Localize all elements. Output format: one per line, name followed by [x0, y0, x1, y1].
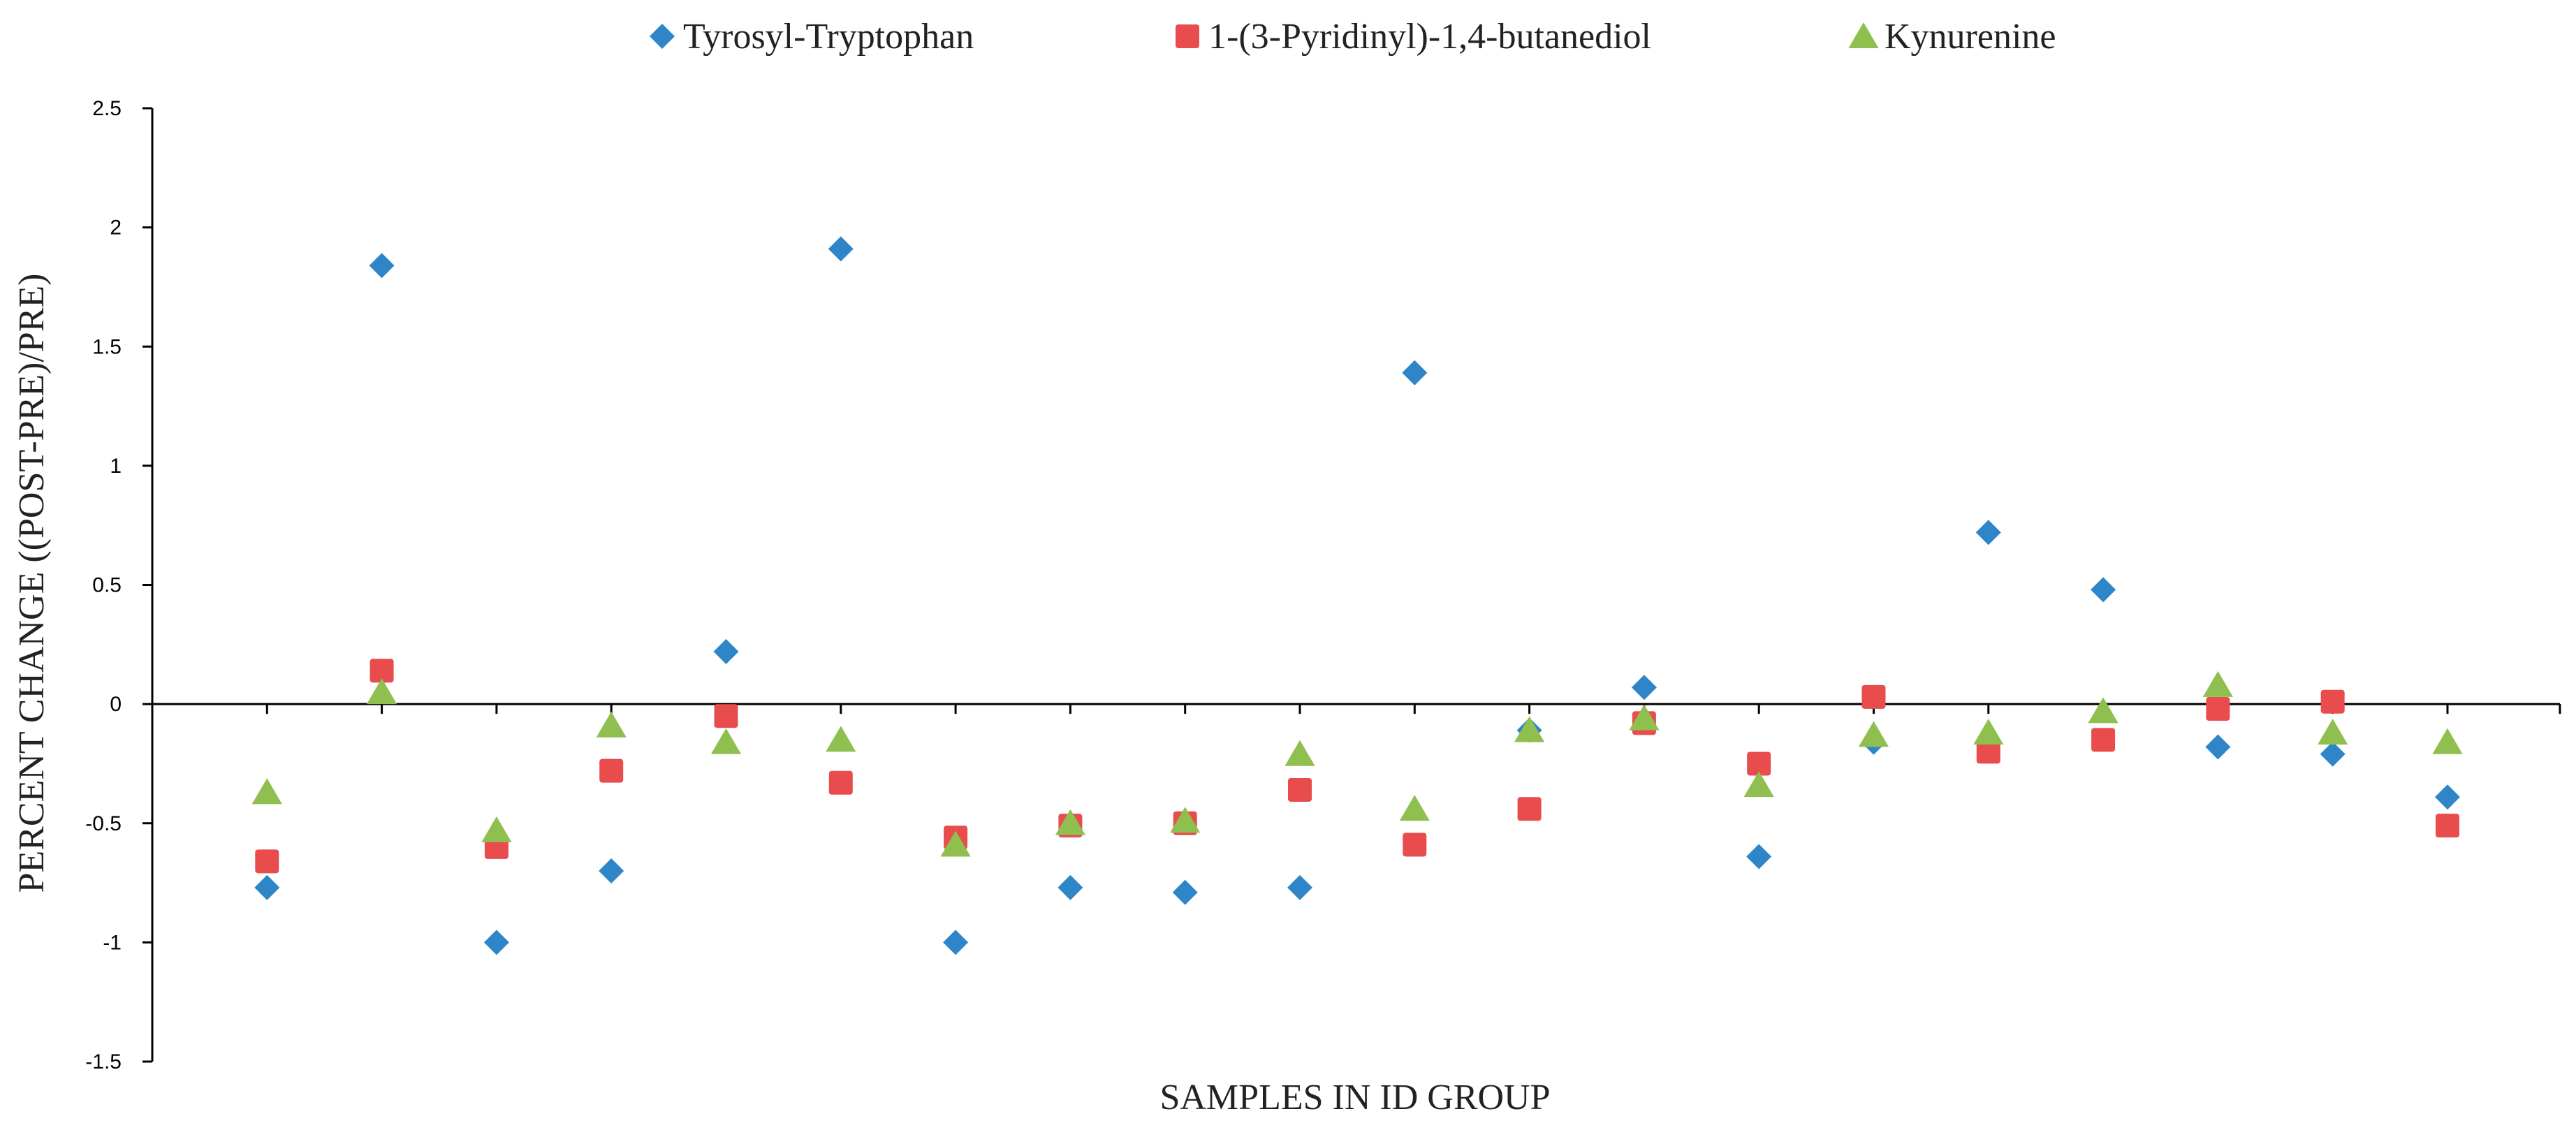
point-diamond: [2091, 577, 2116, 603]
y-tick-label: -1.5: [85, 1050, 122, 1073]
point-triangle: [2432, 728, 2463, 754]
legend-triangle-icon: [1848, 22, 1879, 48]
point-triangle: [940, 830, 971, 857]
point-diamond: [1631, 675, 1657, 700]
point-square: [1861, 684, 1886, 709]
point-triangle: [366, 678, 397, 705]
point-square: [1976, 740, 2000, 764]
point-triangle: [2202, 670, 2233, 697]
point-triangle: [710, 728, 742, 754]
point-diamond: [483, 930, 509, 955]
point-diamond: [2434, 784, 2460, 810]
legend-square-icon: [1176, 24, 1199, 48]
point-triangle: [251, 778, 282, 805]
point-diamond: [1058, 874, 1083, 900]
point-diamond: [2205, 734, 2231, 760]
point-diamond: [254, 874, 280, 900]
point-square: [2206, 696, 2230, 721]
point-triangle: [826, 726, 856, 752]
legend-label: Tyrosyl-Tryptophan: [683, 17, 974, 57]
point-triangle: [1055, 809, 1085, 835]
point-square: [2091, 728, 2116, 752]
point-diamond: [1172, 879, 1198, 905]
point-triangle: [1514, 716, 1545, 742]
point-square: [369, 659, 394, 683]
point-square: [2435, 814, 2459, 838]
point-square: [255, 849, 279, 874]
point-triangle: [1858, 721, 1889, 747]
point-square: [714, 704, 738, 728]
point-diamond: [2320, 741, 2346, 767]
axes-layer: [151, 108, 2560, 1062]
legend-diamond-icon: [650, 24, 675, 49]
point-square: [828, 770, 853, 795]
y-axis-title: PERCENT CHANGE ((POST-PRE)/PRE): [12, 274, 52, 893]
y-tick-label: -0.5: [85, 812, 122, 835]
point-diamond: [1746, 844, 1772, 869]
x-axis-title: SAMPLES IN ID GROUP: [1159, 1078, 1550, 1117]
point-triangle: [1973, 719, 2004, 745]
point-diamond: [1287, 874, 1312, 900]
point-triangle: [2318, 719, 2348, 745]
point-square: [1287, 777, 1312, 802]
tick-layer: -1.5 -1 -0.5 0 0.5 1 1.5 2 2.5: [85, 97, 2561, 1073]
y-tick-label: 0: [110, 693, 122, 716]
y-tick-label: 2: [110, 217, 122, 240]
point-square: [1403, 832, 1427, 857]
point-diamond: [828, 236, 854, 262]
y-tick-label: 2.5: [92, 97, 122, 120]
point-triangle: [596, 711, 627, 738]
legend: Tyrosyl-Tryptophan 1-(3-Pyridinyl)-1,4-bu…: [650, 17, 2056, 57]
point-diamond: [713, 639, 739, 665]
point-triangle: [1629, 704, 1660, 731]
legend-label: 1-(3-Pyridinyl)-1,4-butanediol: [1208, 17, 1651, 57]
point-triangle: [1743, 771, 1774, 798]
point-triangle: [481, 816, 512, 842]
y-tick-label: 1: [110, 455, 122, 478]
point-triangle: [1285, 740, 1315, 766]
point-square: [1517, 797, 1542, 821]
point-square: [599, 758, 624, 783]
point-square: [1747, 751, 1771, 776]
point-square: [2320, 689, 2345, 714]
point-triangle: [2088, 697, 2118, 724]
legend-label: Kynurenine: [1885, 17, 2056, 57]
point-diamond: [369, 253, 395, 279]
points-layer: [251, 236, 2463, 955]
point-triangle: [1170, 807, 1201, 833]
point-diamond: [599, 858, 624, 883]
y-tick-label: -1: [103, 931, 122, 954]
point-triangle: [1399, 795, 1430, 821]
point-diamond: [943, 930, 969, 955]
y-tick-label: 1.5: [92, 335, 122, 358]
point-diamond: [1975, 520, 2001, 545]
y-tick-label: 0.5: [92, 574, 122, 597]
point-diamond: [1402, 360, 1428, 386]
